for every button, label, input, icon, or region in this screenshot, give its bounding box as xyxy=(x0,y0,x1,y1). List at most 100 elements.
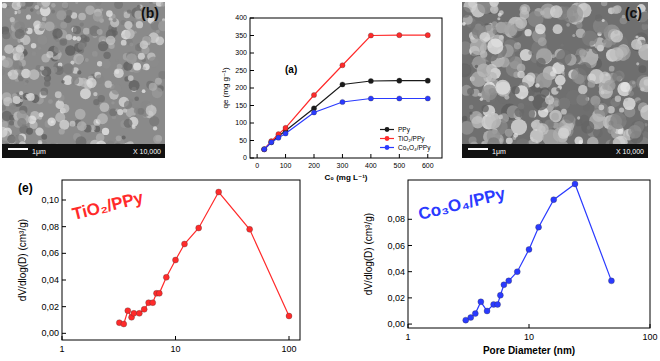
plot-frame xyxy=(408,180,650,328)
marker xyxy=(572,181,578,187)
marker xyxy=(368,78,373,83)
y-tick-label: 0,04 xyxy=(41,275,59,285)
marker xyxy=(311,92,316,97)
sem-grain xyxy=(29,69,40,80)
sem-grain xyxy=(106,36,115,45)
sem-grain xyxy=(2,60,9,68)
y-tick xyxy=(250,123,254,124)
sem-grain xyxy=(25,28,28,31)
sem-grain xyxy=(116,135,122,141)
sem-grain xyxy=(561,71,564,74)
x-tick-label: 10 xyxy=(524,332,534,342)
marker xyxy=(125,308,131,314)
marker xyxy=(551,197,557,203)
sem-grain xyxy=(80,23,84,27)
sem-grain xyxy=(528,96,533,101)
sem-grain xyxy=(136,7,139,10)
sem-grain xyxy=(17,118,26,127)
sem-grain xyxy=(499,22,511,34)
sem-grain xyxy=(80,88,91,99)
sem-grain xyxy=(13,60,22,69)
sem-grain xyxy=(20,9,25,14)
sem-grain xyxy=(42,17,47,22)
x-tick xyxy=(370,154,371,158)
sem-grain xyxy=(117,109,123,115)
sem-grain xyxy=(61,80,65,84)
y-tick-label: 400 xyxy=(235,14,247,21)
sem-grain xyxy=(612,71,622,81)
x-tick xyxy=(427,154,428,158)
y-tick xyxy=(250,158,254,159)
sem-grain xyxy=(576,94,588,106)
marker xyxy=(425,96,430,101)
sem-grain xyxy=(10,17,15,22)
sem-grain xyxy=(636,35,639,38)
marker xyxy=(269,140,274,145)
sem-grain xyxy=(97,61,102,66)
sem-grain xyxy=(535,24,546,35)
sem-grain xyxy=(462,121,474,135)
y-tick xyxy=(62,200,66,201)
sem-grain xyxy=(7,72,11,76)
sem-grain xyxy=(517,71,524,78)
sem-grain xyxy=(493,29,498,34)
sem-grain xyxy=(462,63,471,77)
sem-grain xyxy=(618,129,624,135)
marker xyxy=(131,310,137,316)
y-tick xyxy=(62,280,66,281)
sem-grain xyxy=(65,45,75,55)
x-tick-label: 100 xyxy=(281,344,296,354)
sem-grain xyxy=(92,51,98,57)
sem-grain xyxy=(531,122,537,128)
y-tick xyxy=(62,253,66,254)
sem-grain xyxy=(158,21,165,32)
sem-grain xyxy=(511,119,527,135)
sem-grain xyxy=(13,96,21,104)
sem-grain xyxy=(628,125,642,139)
x-tick xyxy=(408,324,409,328)
y-axis-label: dV/dlog(D) (cm³/g) xyxy=(17,219,28,301)
x-tick xyxy=(529,324,530,328)
scale-text: 1μm xyxy=(492,148,506,156)
marker xyxy=(484,308,490,314)
sem-grain xyxy=(594,104,599,109)
marker xyxy=(141,306,147,312)
sem-grain xyxy=(578,62,592,76)
sem-grain xyxy=(97,113,108,124)
y-tick-label: 0,06 xyxy=(41,248,59,258)
sem-grain xyxy=(59,120,69,130)
sem-grain xyxy=(7,135,16,144)
sem-grain xyxy=(108,17,112,21)
sem-grain xyxy=(514,42,521,49)
marker xyxy=(163,274,169,280)
sem-grain xyxy=(504,95,509,100)
sem-grain xyxy=(51,9,55,13)
annotation: Co₃O₄/PPy xyxy=(416,184,507,224)
sem-grain xyxy=(518,103,524,109)
marker xyxy=(283,125,288,130)
legend-marker xyxy=(385,136,390,141)
marker xyxy=(495,301,501,307)
sem-grain xyxy=(639,77,648,92)
sem-grain xyxy=(77,121,87,131)
y-tick-label: 0,02 xyxy=(387,293,405,303)
series-line xyxy=(264,35,428,149)
sem-grain xyxy=(490,5,498,13)
sem-grain xyxy=(124,21,132,29)
marker xyxy=(311,110,316,115)
marker xyxy=(340,99,345,104)
sem-grain xyxy=(100,8,103,11)
sem-grain xyxy=(73,26,81,34)
sem-grain xyxy=(462,22,466,26)
sem-grain xyxy=(539,120,543,124)
y-tick-label: 0,00 xyxy=(387,319,405,329)
y-tick-label: 0,06 xyxy=(387,241,405,251)
y-tick xyxy=(250,105,254,106)
sem-grain xyxy=(51,3,56,8)
marker xyxy=(262,147,267,152)
chart: 0100200300400500600050100150200250300350… xyxy=(221,14,442,182)
sem-grain xyxy=(586,48,590,52)
sem-grain xyxy=(505,129,513,137)
sem-grain xyxy=(117,64,122,69)
y-tick-label: 0,02 xyxy=(41,302,59,312)
